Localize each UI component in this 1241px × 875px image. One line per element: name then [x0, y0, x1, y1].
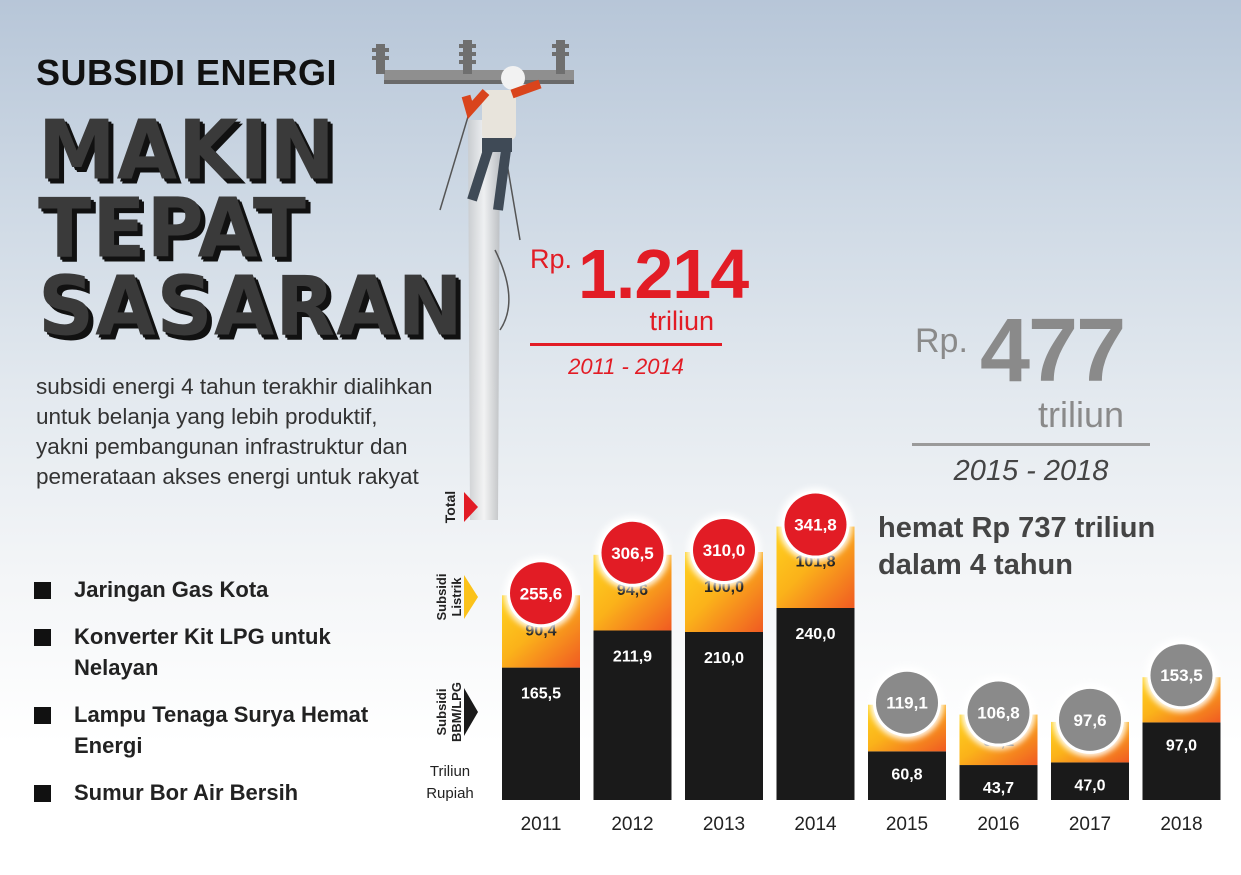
- bbm-value-label: 210,0: [704, 650, 744, 667]
- square-bullet-icon: [34, 582, 51, 599]
- program-item: Lampu Tenaga Surya Hemat Energi: [34, 699, 394, 761]
- period2-divider: [912, 443, 1150, 446]
- period1-unit: triliun: [649, 306, 714, 336]
- total-badge: [784, 493, 847, 556]
- bar-bbm-lpg: [776, 608, 855, 800]
- bbm-value-label: 43,7: [983, 780, 1014, 797]
- total-badge: [510, 562, 572, 625]
- total-value-label: 341,8: [794, 516, 837, 535]
- bar-bbm-lpg: [959, 765, 1038, 800]
- total-value-label: 153,5: [1160, 666, 1203, 685]
- total-badge: [876, 671, 938, 734]
- year-tick-label: 2013: [703, 814, 745, 835]
- listrik-marker-icon: [464, 575, 478, 619]
- legend-total: Total: [442, 491, 458, 523]
- year-tick-label: 2016: [977, 814, 1019, 835]
- year-tick-label: 2017: [1069, 814, 1111, 835]
- total-value-label: 310,0: [703, 541, 746, 560]
- headline-line-2: TEPAT: [38, 181, 308, 277]
- total-badge: [601, 521, 664, 584]
- program-list: Jaringan Gas Kota Konverter Kit LPG untu…: [34, 574, 394, 824]
- bar-bbm-lpg: [1051, 762, 1129, 800]
- period2-currency: Rp.: [915, 322, 968, 360]
- bar-bbm-lpg: [593, 630, 672, 800]
- period1-currency: Rp.: [530, 244, 573, 274]
- bar-bbm-lpg: [1142, 722, 1221, 800]
- legend-listrik-line2: Listrik: [449, 577, 464, 617]
- savings-note: hemat Rp 737 triliun dalam 4 tahun: [878, 512, 1156, 581]
- bbm-value-label: 97,0: [1166, 737, 1197, 754]
- bbm-value-label: 47,0: [1074, 777, 1105, 794]
- total-marker-icon: [464, 492, 478, 522]
- bar-bbm-lpg: [868, 751, 946, 800]
- year-tick-label: 2018: [1160, 814, 1202, 835]
- headline-line-1: MAKIN: [38, 103, 336, 199]
- y-unit-label: Triliun Rupiah: [426, 763, 474, 802]
- square-bullet-icon: [34, 785, 51, 802]
- bbm-marker-icon: [464, 688, 478, 736]
- total-badge: [1150, 644, 1213, 707]
- total-badge: [1059, 688, 1121, 751]
- total-value-label: 106,8: [977, 704, 1020, 723]
- period2-unit: triliun: [1037, 394, 1124, 435]
- bar-bbm-lpg: [502, 667, 580, 800]
- legend-bbm-line1: Subsidi: [434, 689, 449, 736]
- program-label: Lampu Tenaga Surya Hemat Energi: [74, 702, 369, 758]
- program-label: Konverter Kit LPG untuk Nelayan: [74, 624, 331, 680]
- program-item: Sumur Bor Air Bersih: [34, 777, 394, 808]
- kicker-title: SUBSIDI ENERGI: [36, 52, 338, 93]
- y-unit-line1: Triliun: [430, 763, 470, 780]
- period2-range: 2015 - 2018: [953, 455, 1109, 487]
- headline-line-3: SASARAN: [38, 259, 464, 355]
- legend-bbm: SubsidiBBM/LPG: [434, 682, 464, 742]
- total-badge: [967, 681, 1030, 744]
- year-tick-label: 2012: [611, 814, 653, 835]
- year-tick-label: 2015: [886, 814, 928, 835]
- bbm-value-label: 211,9: [613, 648, 652, 665]
- program-label: Jaringan Gas Kota: [74, 577, 269, 602]
- bbm-value-label: 165,5: [521, 686, 561, 703]
- period1-divider: [530, 343, 722, 346]
- legend-bbm-line2: BBM/LPG: [449, 682, 464, 742]
- period2-amount: 477: [980, 301, 1126, 401]
- total-value-label: 255,6: [520, 584, 563, 603]
- year-tick-label: 2014: [794, 814, 837, 835]
- legend-listrik-line1: Subsidi: [434, 574, 449, 621]
- bar-bbm-lpg: [685, 632, 763, 800]
- total-value-label: 119,1: [886, 694, 928, 713]
- total-badge: [693, 519, 755, 581]
- bbm-value-label: 60,8: [891, 766, 922, 783]
- square-bullet-icon: [34, 629, 51, 646]
- total-value-label: 306,5: [611, 544, 654, 563]
- intro-text: subsidi energi 4 tahun terakhir dialihka…: [36, 374, 433, 489]
- y-unit-line2: Rupiah: [426, 785, 474, 802]
- total-value-label: 97,6: [1073, 711, 1106, 730]
- program-item: Konverter Kit LPG untuk Nelayan: [34, 621, 394, 683]
- worker-figure: [461, 66, 542, 211]
- bbm-value-label: 240,0: [795, 626, 835, 643]
- year-tick-label: 2011: [521, 814, 562, 835]
- program-item: Jaringan Gas Kota: [34, 574, 394, 605]
- program-label: Sumur Bor Air Bersih: [74, 780, 299, 805]
- square-bullet-icon: [34, 707, 51, 724]
- period1-range: 2011 - 2014: [568, 354, 684, 379]
- legend-listrik: SubsidiListrik: [434, 574, 464, 621]
- chart-legend: Total SubsidiListrik SubsidiBBM/LPG Tril…: [426, 491, 478, 802]
- period1-amount: 1.214: [578, 235, 749, 313]
